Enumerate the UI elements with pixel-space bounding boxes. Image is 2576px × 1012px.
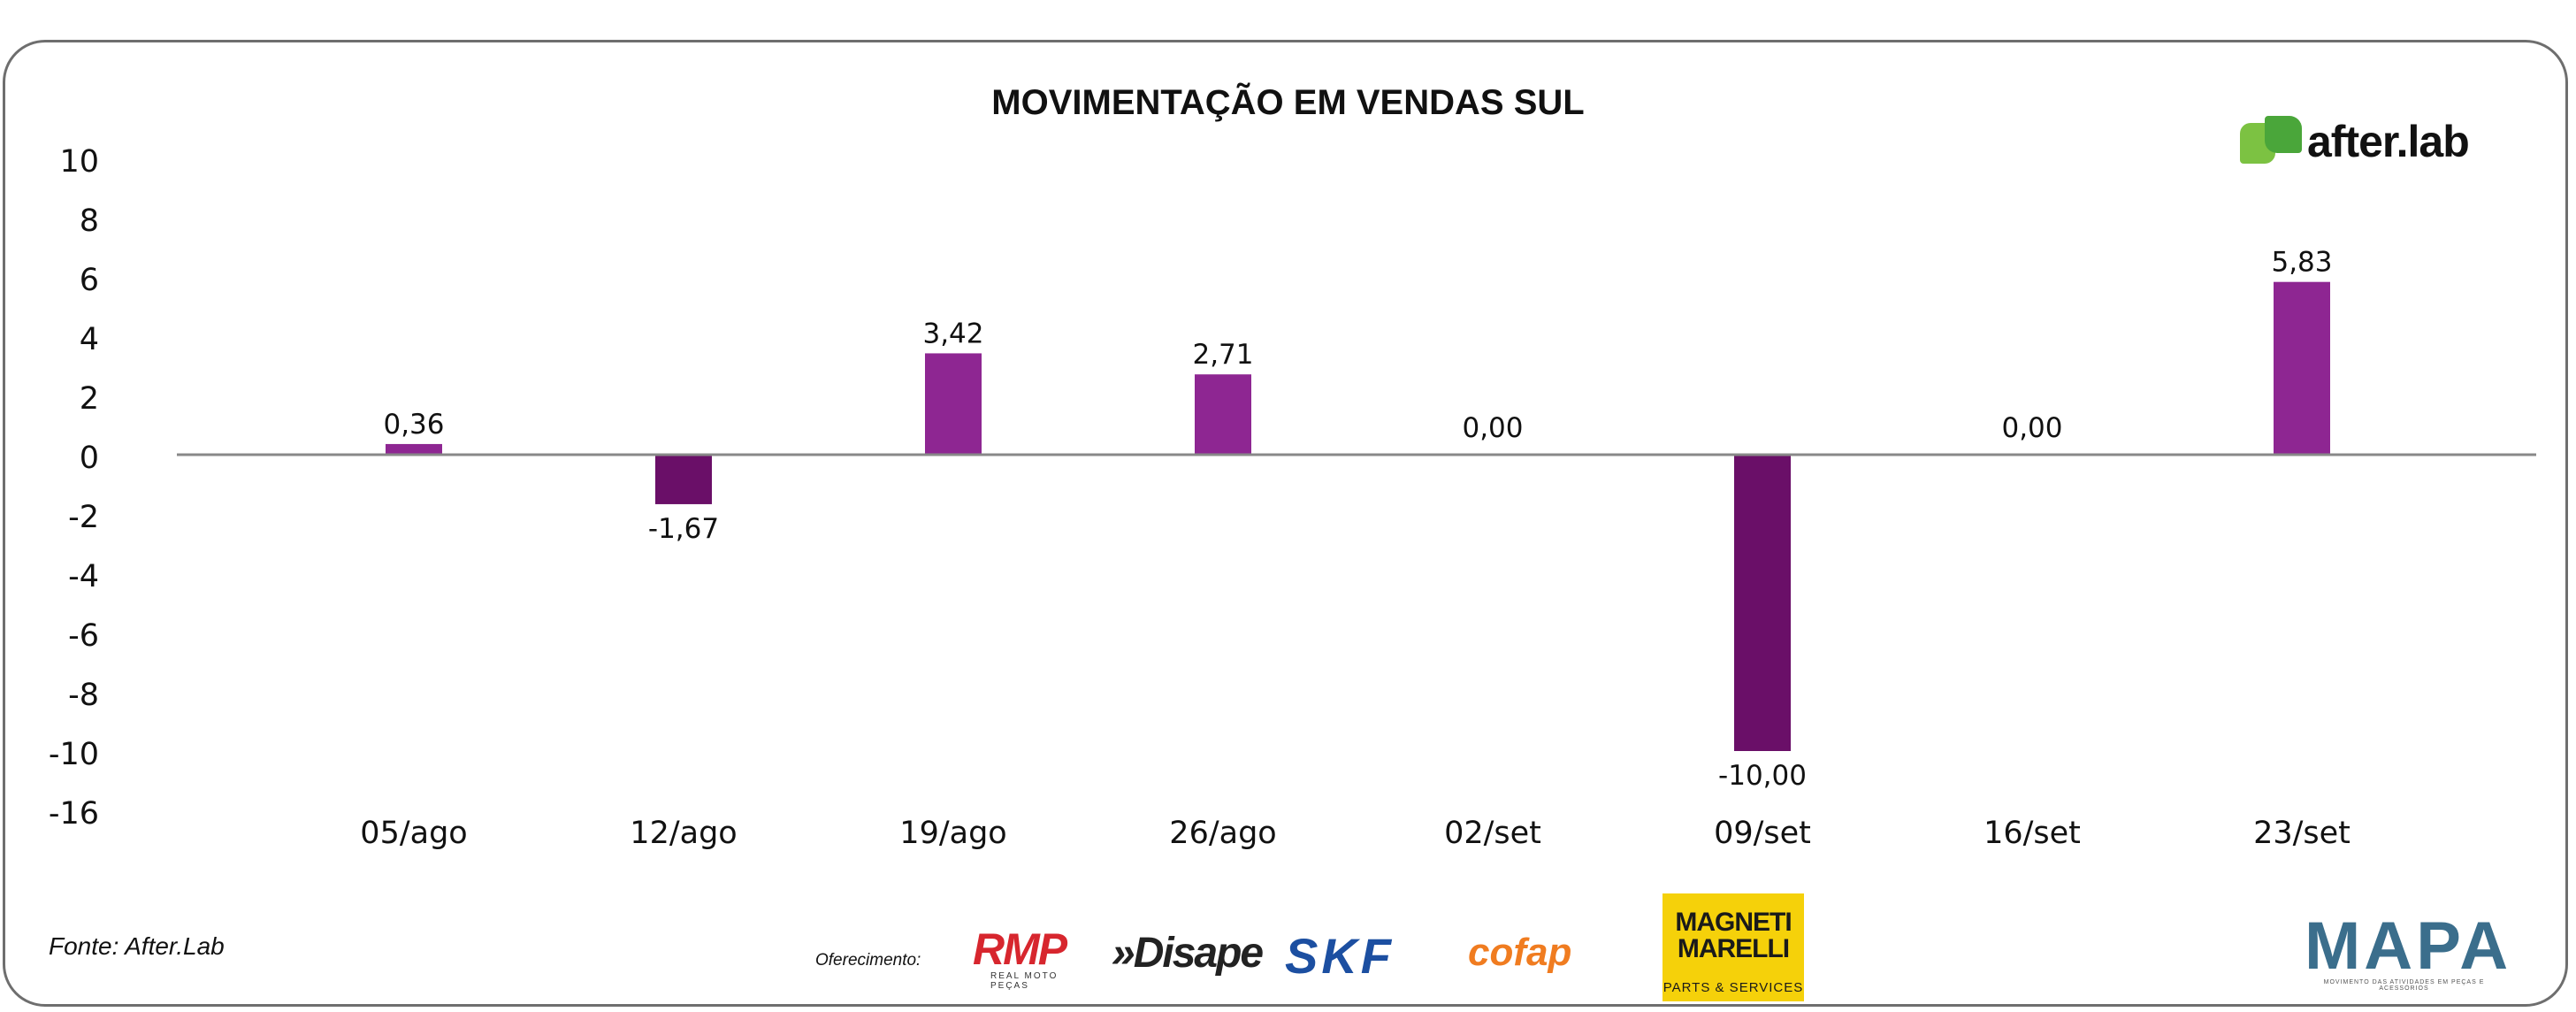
x-tick-label: 09/set bbox=[1714, 816, 1811, 851]
bar bbox=[925, 353, 982, 455]
y-tick-label: 4 bbox=[80, 322, 99, 357]
skf-logo: SKF bbox=[1285, 928, 1395, 984]
cofap-logo: cofap bbox=[1468, 931, 1572, 974]
after-lab-logo: after.lab bbox=[2240, 111, 2470, 172]
data-label: 3,42 bbox=[922, 318, 983, 349]
rmp-logo-text: RMP bbox=[973, 924, 1067, 974]
data-label: 0,00 bbox=[2001, 412, 2062, 444]
x-tick-label: 12/ago bbox=[630, 816, 737, 851]
x-tick-label: 16/set bbox=[1984, 816, 2081, 851]
data-label: 0,36 bbox=[383, 409, 444, 441]
y-tick-label: 0 bbox=[80, 441, 99, 476]
y-tick-label: -16 bbox=[49, 796, 99, 832]
rmp-logo-subtext: REAL MOTO PEÇAS bbox=[990, 971, 1059, 991]
data-label: -10,00 bbox=[1718, 760, 1807, 792]
x-tick-label: 26/ago bbox=[1169, 816, 1276, 851]
disape-logo: »Disape bbox=[1112, 930, 1264, 977]
bar bbox=[1195, 374, 1251, 455]
magneti-marelli-logo-text: MAGNETI MARELLI bbox=[1675, 908, 1792, 963]
source-note: Fonte: After.Lab bbox=[49, 932, 225, 960]
mapa-logo-subtext: MOVIMENTO DAS ATIVIDADES EM PEÇAS E ACES… bbox=[2323, 979, 2485, 992]
x-tick-label: 05/ago bbox=[360, 816, 467, 851]
y-tick-label: 10 bbox=[59, 144, 99, 180]
mapa-logo: MAPA MOVIMENTO DAS ATIVIDADES EM PEÇAS E… bbox=[2305, 908, 2512, 993]
mapa-logo-text: MAPA bbox=[2305, 908, 2512, 984]
x-tick-label: 02/set bbox=[1444, 816, 1541, 851]
y-tick-label: 2 bbox=[80, 381, 99, 417]
chart-title: MOVIMENTAÇÃO EM VENDAS SUL bbox=[991, 83, 1585, 122]
data-label: 2,71 bbox=[1192, 339, 1253, 371]
bar bbox=[655, 455, 712, 504]
y-tick-label: -4 bbox=[68, 559, 99, 594]
y-tick-label: -2 bbox=[68, 500, 99, 535]
y-tick-label: -8 bbox=[68, 678, 99, 713]
data-label: 0,00 bbox=[1462, 412, 1523, 444]
y-tick-label: -6 bbox=[68, 618, 99, 654]
x-tick-label: 23/set bbox=[2253, 816, 2351, 851]
bar bbox=[1734, 455, 1791, 751]
after-lab-brand-text: after.lab bbox=[2307, 117, 2470, 166]
data-label: 5,83 bbox=[2271, 247, 2332, 279]
rmp-logo: RMP REAL MOTO PEÇAS bbox=[973, 927, 1092, 991]
bar bbox=[386, 443, 442, 455]
magneti-marelli-logo-subtext: PARTS & SERVICES bbox=[1663, 980, 1804, 995]
x-tick-label: 19/ago bbox=[899, 816, 1006, 851]
magneti-marelli-logo: MAGNETI MARELLI PARTS & SERVICES bbox=[1663, 893, 1804, 1001]
chart-frame bbox=[3, 40, 2568, 1007]
after-lab-logo-icon bbox=[2240, 116, 2302, 167]
y-tick-label: -10 bbox=[49, 737, 99, 772]
data-label: -1,67 bbox=[648, 513, 719, 545]
y-tick-label: 6 bbox=[80, 263, 99, 298]
bar bbox=[2274, 281, 2330, 455]
y-tick-label: 8 bbox=[80, 203, 99, 239]
sponsor-label: Oferecimento: bbox=[815, 951, 921, 970]
